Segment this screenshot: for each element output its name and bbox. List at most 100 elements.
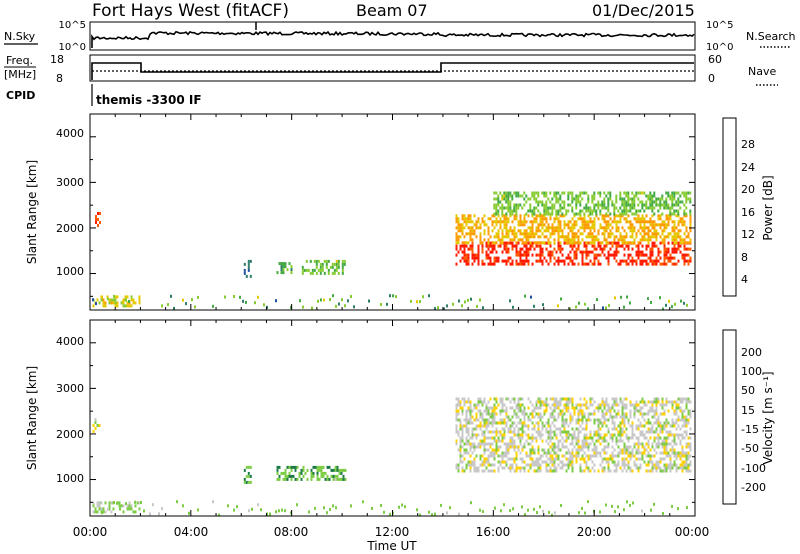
power-cell [533,206,536,210]
velocity-cell [607,430,610,434]
power-cell [649,203,652,207]
velocity-cell [551,513,553,517]
power-cell [533,241,536,245]
velocity-cell [655,442,658,446]
power-cell [545,217,548,221]
velocity-cell [479,397,482,401]
power-cell [497,200,500,204]
power-cell [505,259,508,263]
power-cell [475,235,478,239]
velocity-cell [102,510,105,514]
power-cell [583,212,586,216]
velocity-cell [657,460,660,464]
velocity-cell [632,501,634,505]
velocity-cell [531,457,534,461]
velocity-cell [501,451,504,455]
velocity-cell [583,427,586,431]
velocity-cell [583,457,586,461]
velocity-cell [687,454,690,458]
velocity-cell [649,469,652,473]
velocity-cell [517,445,520,449]
power-cell [249,274,252,278]
power-cell [611,203,614,207]
power-cell [605,226,608,230]
velocity-cell [455,442,458,446]
power-cell [637,191,640,195]
velocity-cell [603,436,606,440]
velocity-cell [555,445,558,449]
power-cell [673,194,676,198]
power-cell [607,200,610,204]
power-cell [507,259,510,263]
velocity-cell [657,436,660,440]
velocity-cell [659,403,662,407]
velocity-cell [591,436,594,440]
power-cell [581,259,584,263]
xtick-2400: 00:00 [675,525,710,539]
power-cell [689,217,692,221]
power-cell [683,209,686,213]
power-cell [643,229,646,233]
velocity-cell [218,513,220,517]
velocity-cell [685,424,688,428]
power-cell [467,220,470,224]
power-cell [138,298,141,302]
power-cell [501,203,504,207]
velocity-cell [583,439,586,443]
power-cell [511,197,514,201]
velocity-cell [326,477,329,481]
power-cell [541,262,544,266]
power-cell [471,220,474,224]
velocity-cell [527,454,530,458]
velocity-cell [553,430,556,434]
velocity-cell [593,412,596,416]
power-cell [667,220,670,224]
velocity-cell [603,439,606,443]
velocity-cell [599,406,602,410]
velocity-cell [665,466,668,470]
velocity-cell [641,415,644,419]
velocity-cell [659,442,662,446]
power-cell [491,241,494,245]
power-cell [635,259,638,263]
power-cell [527,259,530,263]
power-cell [671,250,674,254]
velocity-cell [461,445,464,449]
power-cell [571,191,574,195]
power-cell [537,200,540,204]
power-cell [527,232,530,236]
power-cell [645,253,648,257]
power-cell [635,262,638,266]
velocity-cell [683,424,686,428]
velocity-cell [266,512,268,516]
power-cell [567,194,570,198]
velocity-cell [463,457,466,461]
velocity-cell [607,403,610,407]
velocity-cell [298,471,301,475]
velocity-cell [559,439,562,443]
power-cell [126,301,129,305]
velocity-cell [541,460,544,464]
velocity-cell [533,460,536,464]
velocity-cell [617,433,620,437]
velocity-cell [332,504,334,508]
velocity-cell [619,436,622,440]
velocity-cell [591,403,594,407]
velocity-cell [485,457,488,461]
velocity-cell [613,433,616,437]
power-cell [643,235,646,239]
velocity-cell [104,510,107,514]
power-cell [410,299,412,303]
velocity-cell [651,424,654,428]
velocity-cell [517,415,520,419]
power-cell [569,256,572,260]
velocity-cell [459,457,462,461]
velocity-cell [328,465,331,469]
power-cell [679,194,682,198]
velocity-cell [509,406,512,410]
velocity-cell [130,504,133,508]
power-cell [619,262,622,266]
velocity-cell [94,510,97,514]
power-cell [501,220,504,224]
velocity-cell [519,421,522,425]
